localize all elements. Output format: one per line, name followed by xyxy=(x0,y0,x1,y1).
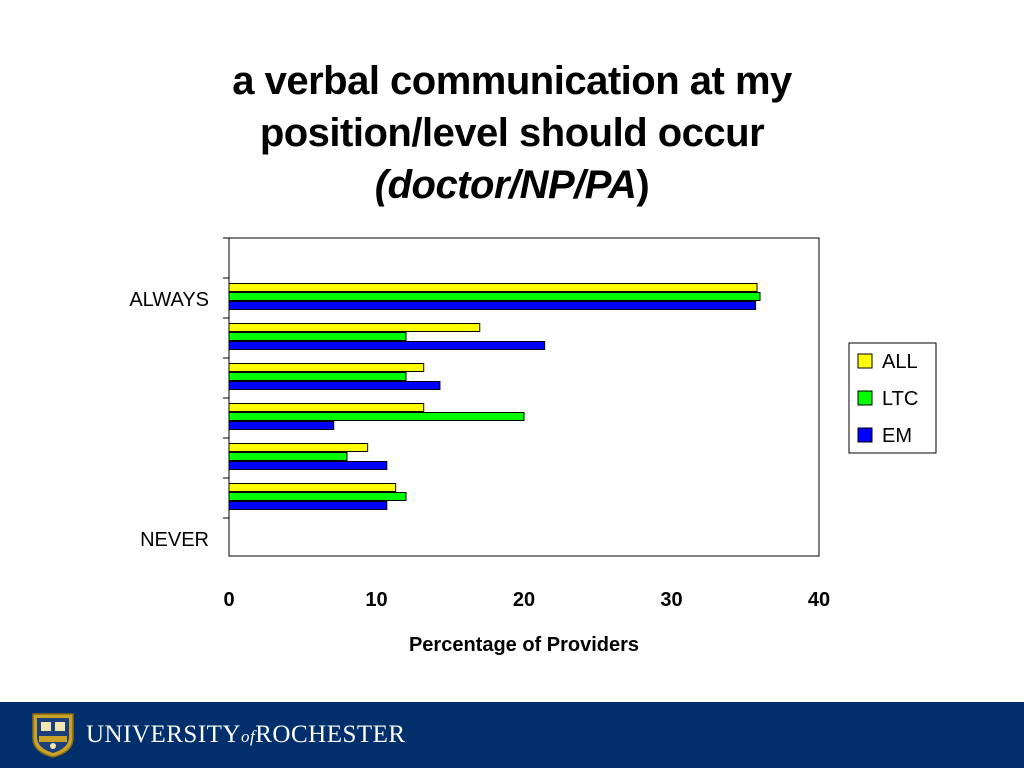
legend-label-ltc: LTC xyxy=(882,388,918,410)
x-tick-label: 20 xyxy=(513,589,535,611)
bar-ltc-4 xyxy=(228,452,348,461)
bar-chart: 0 10 20 30 40 ALWAYS NEVER Percentage of Pro… xyxy=(129,237,937,656)
legend-swatch-em xyxy=(857,427,873,443)
bar-em-1 xyxy=(228,341,546,350)
university-seal-icon xyxy=(32,713,74,758)
bar-ltc-2 xyxy=(228,372,407,381)
x-tick-label: 10 xyxy=(365,589,387,611)
bar-all-1 xyxy=(228,323,481,332)
y-label-always: ALWAYS xyxy=(129,289,209,311)
university-wordmark: UNIVERSITYofROCHESTER xyxy=(86,721,406,749)
wordmark-rochester: ROCHESTER xyxy=(255,721,406,748)
legend-swatch-ltc xyxy=(857,390,873,406)
legend-swatch-all xyxy=(857,353,873,369)
bar-em-3 xyxy=(228,421,335,430)
bar-em-5 xyxy=(228,501,388,510)
footer-bar: UNIVERSITYofROCHESTER xyxy=(0,702,1024,768)
title-line-3-close: ) xyxy=(636,163,650,207)
bar-ltc-1 xyxy=(228,332,407,341)
title-line-2: position/level should occur xyxy=(259,111,765,155)
y-label-never: NEVER xyxy=(140,529,209,551)
bar-ltc-0 xyxy=(228,292,761,301)
x-tick-label: 40 xyxy=(808,589,830,611)
y-axis xyxy=(223,237,229,519)
legend: ALL LTC EM xyxy=(848,342,937,454)
bar-ltc-5 xyxy=(228,492,407,501)
title-line-1: a verbal communication at my xyxy=(232,59,792,103)
x-axis: 0 10 20 30 40 xyxy=(223,589,830,611)
bar-ltc-3 xyxy=(228,412,525,421)
wordmark-university: UNIVERSITY xyxy=(86,721,241,748)
legend-label-all: ALL xyxy=(882,351,918,373)
slide-title: a verbal communication at my position/le… xyxy=(0,55,1024,211)
legend-label-em: EM xyxy=(882,425,912,447)
bar-all-2 xyxy=(228,363,425,372)
title-line-3: (doctor/NP/PA) xyxy=(0,159,1024,211)
bars-group xyxy=(228,283,761,510)
x-axis-label: Percentage of Providers xyxy=(409,634,639,656)
bar-all-5 xyxy=(228,483,397,492)
bar-all-3 xyxy=(228,403,425,412)
x-tick-label: 30 xyxy=(660,589,682,611)
title-line-3-main: (doctor/NP/PA xyxy=(374,163,637,207)
x-tick-label: 0 xyxy=(223,589,234,611)
wordmark-of: of xyxy=(241,727,256,746)
bar-em-4 xyxy=(228,461,388,470)
bar-em-2 xyxy=(228,381,441,390)
bar-em-0 xyxy=(228,301,757,310)
bar-all-0 xyxy=(228,283,758,292)
bar-all-4 xyxy=(228,443,369,452)
